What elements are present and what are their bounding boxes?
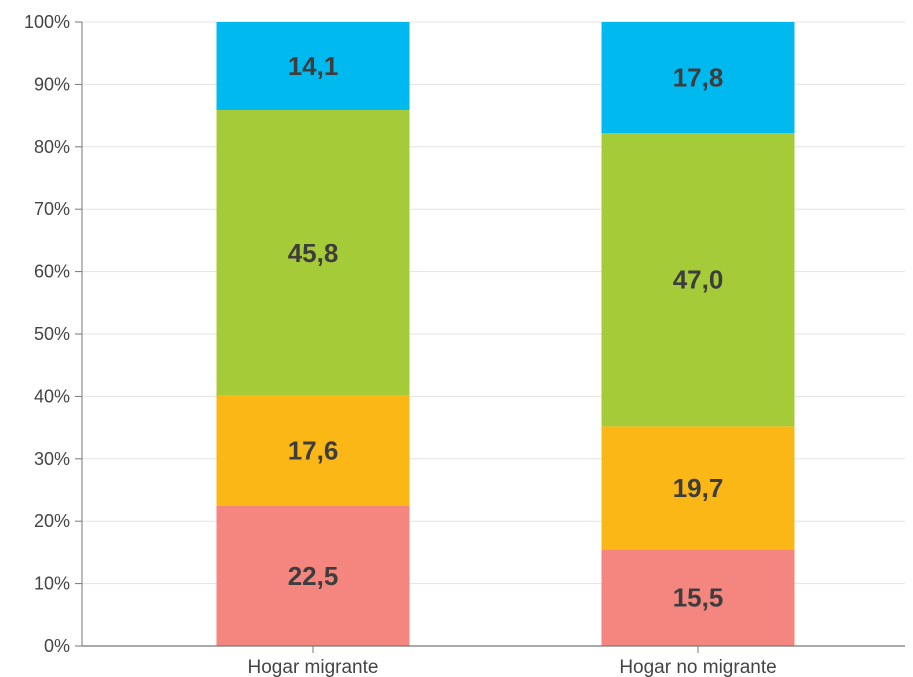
bar-segment [601, 549, 795, 646]
bar-segment [601, 133, 795, 427]
y-tick-label: 80% [34, 137, 70, 157]
data-label: 47,0 [673, 265, 724, 295]
data-label: 45,8 [288, 238, 339, 268]
y-tick-label: 70% [34, 199, 70, 219]
data-label: 19,7 [673, 473, 724, 503]
bar-segment [216, 22, 410, 110]
y-tick-label: 40% [34, 386, 70, 406]
y-tick-label: 50% [34, 324, 70, 344]
y-tick-label: 20% [34, 511, 70, 531]
data-label: 22,5 [288, 561, 339, 591]
y-tick-label: 90% [34, 74, 70, 94]
data-label: 14,1 [288, 51, 339, 81]
y-tick-label: 30% [34, 449, 70, 469]
bar-segment [216, 109, 410, 396]
y-axis-ticks: 0% 10% 20% 30% 40% 50% 60% 70% 80% 90% 100% [24, 12, 82, 656]
y-tick-label: 10% [34, 574, 70, 594]
y-tick-label: 100% [24, 12, 70, 32]
bar-segment [216, 505, 410, 646]
y-tick-label: 60% [34, 262, 70, 282]
x-tick-label: Hogar migrante [248, 657, 379, 677]
bar-segments [216, 22, 795, 646]
data-label: 17,6 [288, 436, 339, 466]
bar-segment [601, 426, 795, 550]
data-label: 15,5 [673, 583, 724, 613]
bar-segment [216, 395, 410, 506]
x-axis-ticks: Hogar migrante Hogar no migrante [248, 646, 777, 677]
bar-segment [601, 22, 795, 134]
data-label: 17,8 [673, 63, 724, 93]
x-tick-label: Hogar no migrante [619, 657, 776, 677]
y-tick-label: 0% [44, 636, 70, 656]
value-labels: 22,5 17,6 45,8 14,1 15,5 19,7 47,0 17,8 [288, 51, 724, 613]
